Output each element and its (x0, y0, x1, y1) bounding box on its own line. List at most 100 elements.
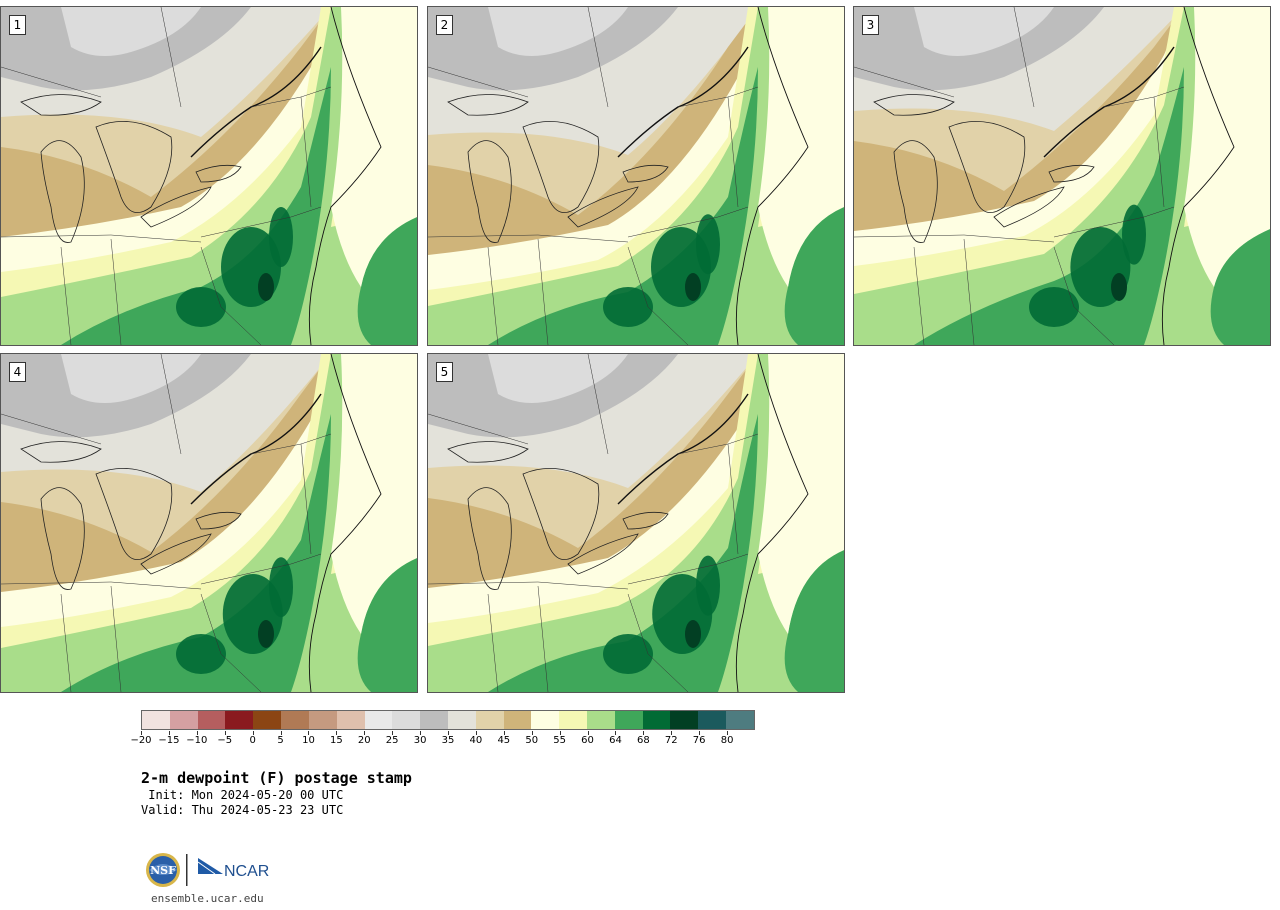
colorbar-swatch (197, 711, 226, 729)
valid-time: Valid: Thu 2024-05-23 23 UTC (141, 803, 344, 817)
field-dry-lightgray (61, 7, 201, 56)
colorbar-tick (420, 731, 422, 735)
great-lakes (873, 94, 1095, 243)
colorbar-swatch (614, 711, 643, 729)
init-time: Init: Mon 2024-05-20 00 UTC (141, 788, 344, 802)
colorbar-tick-label: 50 (525, 735, 539, 746)
atlantic-coastline (735, 7, 809, 345)
colorbar-tick-labels: −20 −15 −10 −5 0 5 10 15 20 25 30 35 40 45 50 55 60 64 68 7… (130, 731, 755, 749)
colorbar-tick (168, 731, 170, 735)
field-very-dark-green (685, 620, 701, 648)
colorbar-swatch (670, 711, 699, 729)
field-dark-green (603, 287, 653, 327)
field-dark-green (696, 214, 720, 275)
field-ocean-green (1210, 229, 1270, 345)
colorbar-tick (643, 731, 645, 735)
colorbar-swatch (503, 711, 532, 729)
colorbar-tick-label: −15 (158, 735, 180, 746)
colorbar-swatch (308, 711, 337, 729)
dewpoint-map-2 (428, 7, 844, 345)
colorbar-swatch (559, 711, 587, 729)
colorbar-swatch (336, 711, 365, 729)
colorbar-tick (336, 731, 338, 735)
field-dark-green (176, 634, 226, 674)
colorbar-swatch (281, 711, 309, 729)
field-light-green (428, 354, 844, 692)
map-panel-4: 4 (0, 353, 418, 693)
colorbar-tick (448, 731, 449, 735)
atlantic-coastline (735, 354, 809, 692)
colorbar-tick (699, 731, 701, 735)
chart-title: 2-m dewpoint (F) postage stamp (141, 769, 412, 787)
field-ocean-green (784, 550, 844, 692)
title-block: 2-m dewpoint (F) postage stamp Init: Mon… (141, 768, 412, 818)
state-boundaries (428, 354, 759, 692)
colorbar-swatch (642, 711, 671, 729)
dewpoint-colorbar (141, 710, 755, 730)
panel-number-label: 4 (9, 362, 26, 382)
logo-divider (186, 854, 188, 886)
field-dry-lightgray (61, 354, 201, 403)
panel-number-label: 2 (436, 15, 453, 35)
colorbar-tick-label: 10 (302, 735, 315, 746)
colorbar-tick-label: −10 (186, 735, 208, 746)
colorbar-tick-label: 80 (720, 735, 734, 746)
colorbar-swatch (142, 711, 170, 729)
colorbar-tick (224, 731, 226, 735)
dewpoint-map-3 (854, 7, 1270, 345)
colorbar-swatch (364, 711, 393, 729)
colorbar-tick-label: −5 (217, 735, 233, 746)
colorbar-tick (392, 731, 394, 735)
panel-number-label: 5 (436, 362, 453, 382)
colorbar-tick (280, 731, 282, 735)
colorbar-swatch (475, 711, 504, 729)
field-dark-green (1122, 204, 1146, 265)
state-boundaries (854, 7, 1185, 345)
great-lakes (447, 94, 669, 243)
dewpoint-map-4 (1, 354, 417, 692)
colorbar-swatch (531, 711, 560, 729)
field-dark-green (269, 557, 293, 618)
state-boundaries (428, 7, 759, 345)
colorbar-swatch (253, 711, 282, 729)
colorbar-swatch (392, 711, 421, 729)
nsf-logo: NSF (146, 853, 180, 887)
map-panel-5: 5 (427, 353, 845, 693)
field-dry-lightgray (914, 7, 1054, 56)
field-dark-green (603, 634, 653, 674)
colorbar-tick (196, 731, 198, 735)
sponsor-logos: NSF NCAR (143, 850, 278, 890)
field-dry-lightgray (488, 354, 628, 403)
map-panel-2: 2 (427, 6, 845, 346)
great-lakes (447, 441, 669, 590)
colorbar-tick (531, 731, 533, 735)
field-dark-green (696, 555, 720, 616)
colorbar-tick (364, 731, 366, 735)
colorbar-tick (252, 731, 254, 735)
dewpoint-map-5 (428, 354, 844, 692)
colorbar-tick-label: 76 (692, 735, 706, 746)
map-panel-1: 1 (0, 6, 418, 346)
dewpoint-map-1 (1, 7, 417, 345)
panel-number-label: 3 (862, 15, 879, 35)
field-dry-lightgray (488, 7, 628, 56)
field-ocean-green (357, 558, 417, 692)
field-very-dark-green (1111, 273, 1127, 301)
colorbar-swatch (587, 711, 615, 729)
colorbar-swatch (726, 711, 754, 729)
colorbar-tick (141, 731, 142, 735)
colorbar-tick-label: 5 (277, 735, 284, 746)
field-very-dark-green (685, 273, 701, 301)
map-panel-3: 3 (853, 6, 1271, 346)
panel-number-label: 1 (9, 15, 26, 35)
atlantic-coastline (1161, 7, 1235, 345)
field-light-green (1, 354, 417, 692)
colorbar-tick (503, 731, 505, 735)
colorbar-tick-label: 72 (664, 735, 678, 746)
field-ocean-green (357, 217, 417, 345)
colorbar-tick-label: 68 (636, 735, 650, 746)
ncar-logo: NCAR (197, 858, 269, 880)
colorbar-tick-label: 55 (553, 735, 566, 746)
field-very-dark-green (258, 273, 274, 301)
ncar-logo-text: NCAR (224, 863, 269, 880)
